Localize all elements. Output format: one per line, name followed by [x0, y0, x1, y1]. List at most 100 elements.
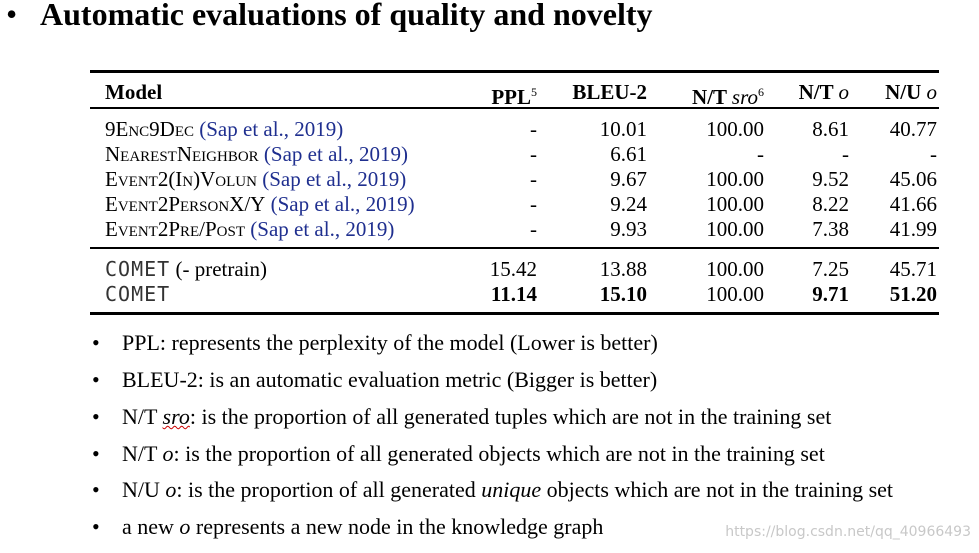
bullet-segment: : is the proportion of all generated tup… — [189, 404, 832, 429]
bullet-segment: sro — [162, 404, 190, 429]
value-cell: 100.00 — [706, 257, 764, 281]
model-citation: (Sap et al., 2019) — [250, 217, 395, 241]
bullet-dot: • — [92, 477, 100, 502]
bullet-dot: • — [92, 404, 100, 429]
bullet-dot: • — [92, 367, 100, 392]
value-cell: 100.00 — [706, 117, 764, 141]
header-variable: o — [926, 80, 938, 104]
value-cell: 11.14 — [490, 282, 537, 306]
model-citation: (- pretrain) — [175, 257, 267, 281]
bullet-text: PPL: represents the perplexity of the mo… — [122, 330, 658, 356]
title-bullet: • — [6, 0, 18, 32]
value-cell: 13.88 — [599, 257, 647, 281]
watermark: https://blog.csdn.net/qq_40966493 — [725, 524, 971, 540]
bullet-segment: o — [165, 477, 177, 502]
table-group-rule — [90, 247, 939, 249]
value-cell: 100.00 — [706, 192, 764, 216]
model-name: NearestNeighbor — [105, 142, 259, 166]
value-cell: - — [530, 217, 537, 241]
header-cell: Model — [105, 80, 162, 104]
header-text: N/T — [692, 85, 727, 109]
bullet-segment: o — [179, 514, 191, 539]
value-cell: 45.71 — [889, 257, 937, 281]
model-cell: COMET — [105, 282, 170, 306]
model-citation: (Sap et al., 2019) — [262, 167, 407, 191]
value-cell: 41.99 — [889, 217, 937, 241]
slide-title: Automatic evaluations of quality and nov… — [40, 0, 653, 32]
model-cell: COMET (- pretrain) — [105, 257, 267, 281]
value-cell: - — [530, 142, 537, 166]
bullet-segment: PPL: represents the perplexity of the mo… — [122, 330, 658, 355]
value-cell: - — [530, 117, 537, 141]
bullet-segment: N/U — [122, 477, 166, 502]
value-cell: - — [930, 142, 937, 166]
table-top-rule — [90, 70, 939, 73]
bullet-segment: o — [162, 441, 174, 466]
bullet-segment: BLEU-2: is an automatic evaluation metri… — [122, 367, 658, 392]
model-citation: (Sap et al., 2019) — [263, 142, 408, 166]
model-name: COMET — [105, 282, 171, 306]
value-cell: 10.01 — [599, 117, 647, 141]
model-citation: (Sap et al., 2019) — [199, 117, 344, 141]
header-text: N/T — [798, 80, 834, 104]
footnote-mark: 6 — [758, 85, 764, 99]
model-name: Event2PersonX/Y — [105, 192, 266, 216]
bullet-text: BLEU-2: is an automatic evaluation metri… — [122, 367, 657, 393]
header-text: BLEU-2 — [572, 80, 647, 104]
value-cell: 51.20 — [889, 282, 937, 306]
value-cell: 40.77 — [889, 117, 937, 141]
model-cell: 9Enc9Dec (Sap et al., 2019) — [105, 117, 343, 141]
value-cell: 9.93 — [610, 217, 647, 241]
value-cell: 100.00 — [706, 282, 764, 306]
value-cell: 8.61 — [812, 117, 849, 141]
bullet-text: a new o represents a new node in the kno… — [122, 514, 603, 540]
model-cell: Event2PersonX/Y (Sap et al., 2019) — [105, 192, 415, 216]
value-cell: 9.52 — [812, 167, 849, 191]
header-text: Model — [105, 80, 163, 104]
header-text: N/U — [885, 80, 922, 104]
value-cell: 7.25 — [812, 257, 849, 281]
bullet-segment: N/T — [122, 441, 163, 466]
value-cell: - — [842, 142, 849, 166]
header-variable: o — [838, 80, 850, 104]
value-cell: - — [757, 142, 764, 166]
table-bottom-rule — [90, 312, 939, 315]
model-name: Event2(In)Volun — [105, 167, 257, 191]
value-cell: 9.71 — [812, 282, 849, 306]
value-cell: 100.00 — [706, 217, 764, 241]
bullet-dot: • — [92, 514, 100, 539]
bullet-text: N/T o: is the proportion of all generate… — [122, 441, 825, 467]
bullet-segment: unique — [481, 477, 542, 502]
header-cell: N/T sro6 — [692, 80, 764, 109]
header-text: PPL — [491, 85, 531, 109]
value-cell: 9.67 — [610, 167, 647, 191]
model-name: 9Enc9Dec — [105, 117, 194, 141]
header-cell: BLEU-2 — [572, 80, 647, 104]
model-cell: Event2Pre/Post (Sap et al., 2019) — [105, 217, 394, 241]
bullet-dot: • — [92, 330, 100, 355]
value-cell: 8.22 — [812, 192, 849, 216]
model-name: Event2Pre/Post — [105, 217, 246, 241]
bullet-segment: : is the proportion of all generated — [176, 477, 482, 502]
value-cell: 7.38 — [812, 217, 849, 241]
bullet-segment: objects which are not in the training se… — [541, 477, 894, 502]
value-cell: 9.24 — [610, 192, 647, 216]
model-cell: Event2(In)Volun (Sap et al., 2019) — [105, 167, 406, 191]
model-cell: NearestNeighbor (Sap et al., 2019) — [105, 142, 408, 166]
bullet-text: N/U o: is the proportion of all generate… — [122, 477, 893, 503]
value-cell: 15.10 — [599, 282, 647, 306]
value-cell: 45.06 — [889, 167, 937, 191]
value-cell: - — [530, 167, 537, 191]
footnote-mark: 5 — [531, 85, 537, 99]
value-cell: - — [530, 192, 537, 216]
bullet-segment: represents a new node in the knowledge g… — [190, 514, 604, 539]
header-variable: sro — [731, 85, 758, 109]
table-header-rule — [90, 107, 939, 109]
bullet-dot: • — [92, 441, 100, 466]
header-cell: N/U o — [885, 80, 937, 104]
bullet-text: N/T sro: is the proportion of all genera… — [122, 404, 831, 430]
value-cell: 6.61 — [610, 142, 647, 166]
bullet-segment: : is the proportion of all generated obj… — [173, 441, 825, 466]
model-citation: (Sap et al., 2019) — [270, 192, 415, 216]
